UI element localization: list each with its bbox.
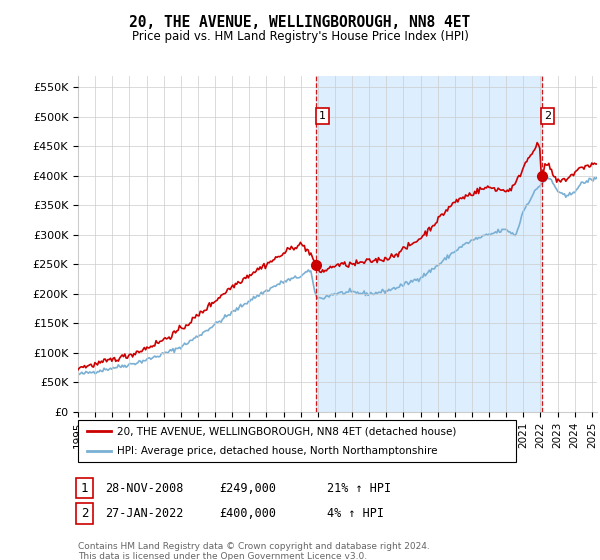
- Text: £400,000: £400,000: [219, 507, 276, 520]
- Bar: [316, 76, 542, 412]
- Text: 27-JAN-2022: 27-JAN-2022: [105, 507, 184, 520]
- Text: 21% ↑ HPI: 21% ↑ HPI: [327, 482, 391, 495]
- Text: 20, THE AVENUE, WELLINGBOROUGH, NN8 4ET (detached house): 20, THE AVENUE, WELLINGBOROUGH, NN8 4ET …: [117, 426, 457, 436]
- Text: HPI: Average price, detached house, North Northamptonshire: HPI: Average price, detached house, Nort…: [117, 446, 437, 456]
- Text: 4% ↑ HPI: 4% ↑ HPI: [327, 507, 384, 520]
- Text: 2: 2: [81, 507, 88, 520]
- Text: Price paid vs. HM Land Registry's House Price Index (HPI): Price paid vs. HM Land Registry's House …: [131, 30, 469, 43]
- Text: 28-NOV-2008: 28-NOV-2008: [105, 482, 184, 495]
- Text: 20, THE AVENUE, WELLINGBOROUGH, NN8 4ET: 20, THE AVENUE, WELLINGBOROUGH, NN8 4ET: [130, 15, 470, 30]
- Text: 1: 1: [319, 111, 326, 121]
- Text: £249,000: £249,000: [219, 482, 276, 495]
- Text: Contains HM Land Registry data © Crown copyright and database right 2024.
This d: Contains HM Land Registry data © Crown c…: [78, 542, 430, 560]
- Text: 2: 2: [544, 111, 551, 121]
- Text: 1: 1: [81, 482, 88, 495]
